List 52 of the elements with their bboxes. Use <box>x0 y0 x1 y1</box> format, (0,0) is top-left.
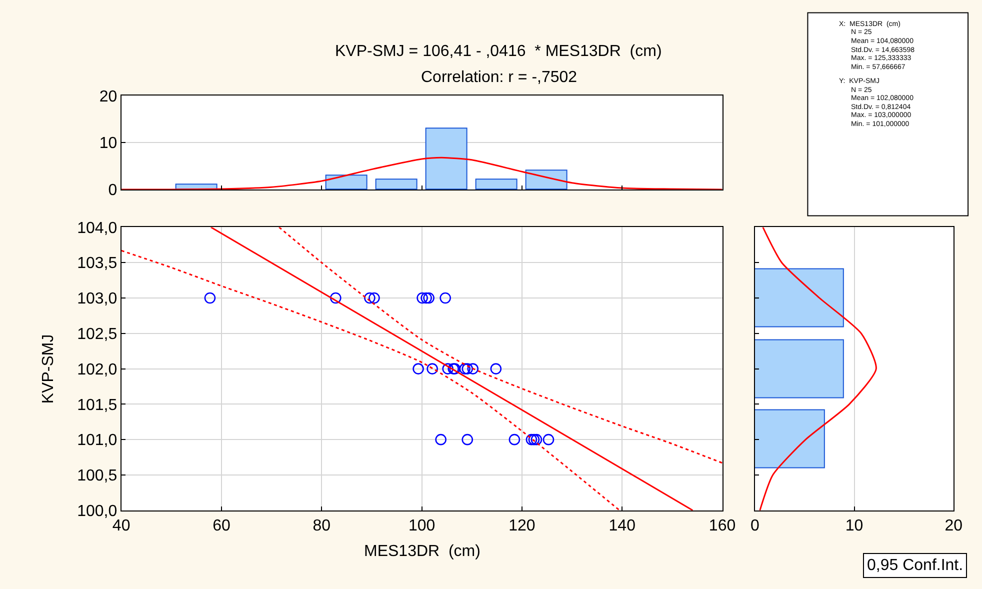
y-tick-label: 103,5 <box>77 255 118 272</box>
x-tick-label: 0 <box>750 518 760 535</box>
point <box>508 434 520 446</box>
y-tick-label: 104,0 <box>77 220 118 237</box>
point <box>526 434 538 446</box>
x-tick-label: 100 <box>408 518 436 535</box>
point <box>467 363 479 374</box>
y-tick-label: 101,0 <box>77 432 118 450</box>
point <box>462 434 474 446</box>
y-tick-label: 20 <box>99 88 118 106</box>
point <box>530 434 542 446</box>
point <box>542 434 554 446</box>
x-tick-label: 140 <box>608 518 636 535</box>
x-tick-label: 80 <box>312 518 331 535</box>
chart-subtitle: Correlation: r = -,7502 <box>421 69 578 86</box>
point <box>416 292 428 304</box>
y-tick-label: 0 <box>108 182 118 200</box>
y-tick-label: 102,5 <box>77 326 118 343</box>
point <box>412 363 424 374</box>
y-tick-label: 102,0 <box>77 361 118 378</box>
y-axis-title: KVP-SMJ <box>40 334 58 404</box>
x-tick-label: 160 <box>708 518 736 535</box>
line-series <box>121 156 722 190</box>
y-tick-label: 103,0 <box>77 290 118 308</box>
point <box>364 292 376 304</box>
y-tick-label: 101,5 <box>77 396 118 414</box>
chart-title: KVP-SMJ = 106,41 - ,0416 * MES13DR (cm) <box>335 43 662 60</box>
point <box>330 292 342 304</box>
x-tick-label: 10 <box>845 518 864 535</box>
point <box>426 363 438 374</box>
x-tick-label: 40 <box>112 518 130 535</box>
point <box>204 292 216 304</box>
point <box>368 292 380 304</box>
line-series <box>121 250 620 510</box>
x-tick-label: 20 <box>944 518 963 535</box>
point <box>440 292 451 304</box>
x-tick-label: 120 <box>508 518 536 535</box>
point <box>528 434 540 446</box>
y-tick-label: 10 <box>99 135 118 152</box>
point <box>435 434 446 446</box>
x-tick-label: 60 <box>212 518 230 535</box>
point <box>442 363 454 374</box>
y-tick-label: 100,0 <box>77 502 118 520</box>
text: 0,95 Conf.Int. <box>867 557 964 574</box>
point <box>459 363 471 374</box>
line-series <box>278 227 722 464</box>
y-tick-label: 100,5 <box>77 468 118 485</box>
point <box>423 292 434 304</box>
point <box>490 363 502 374</box>
point <box>420 292 432 304</box>
point <box>462 363 474 374</box>
x-axis-title: MES13DR (cm) <box>364 543 480 560</box>
